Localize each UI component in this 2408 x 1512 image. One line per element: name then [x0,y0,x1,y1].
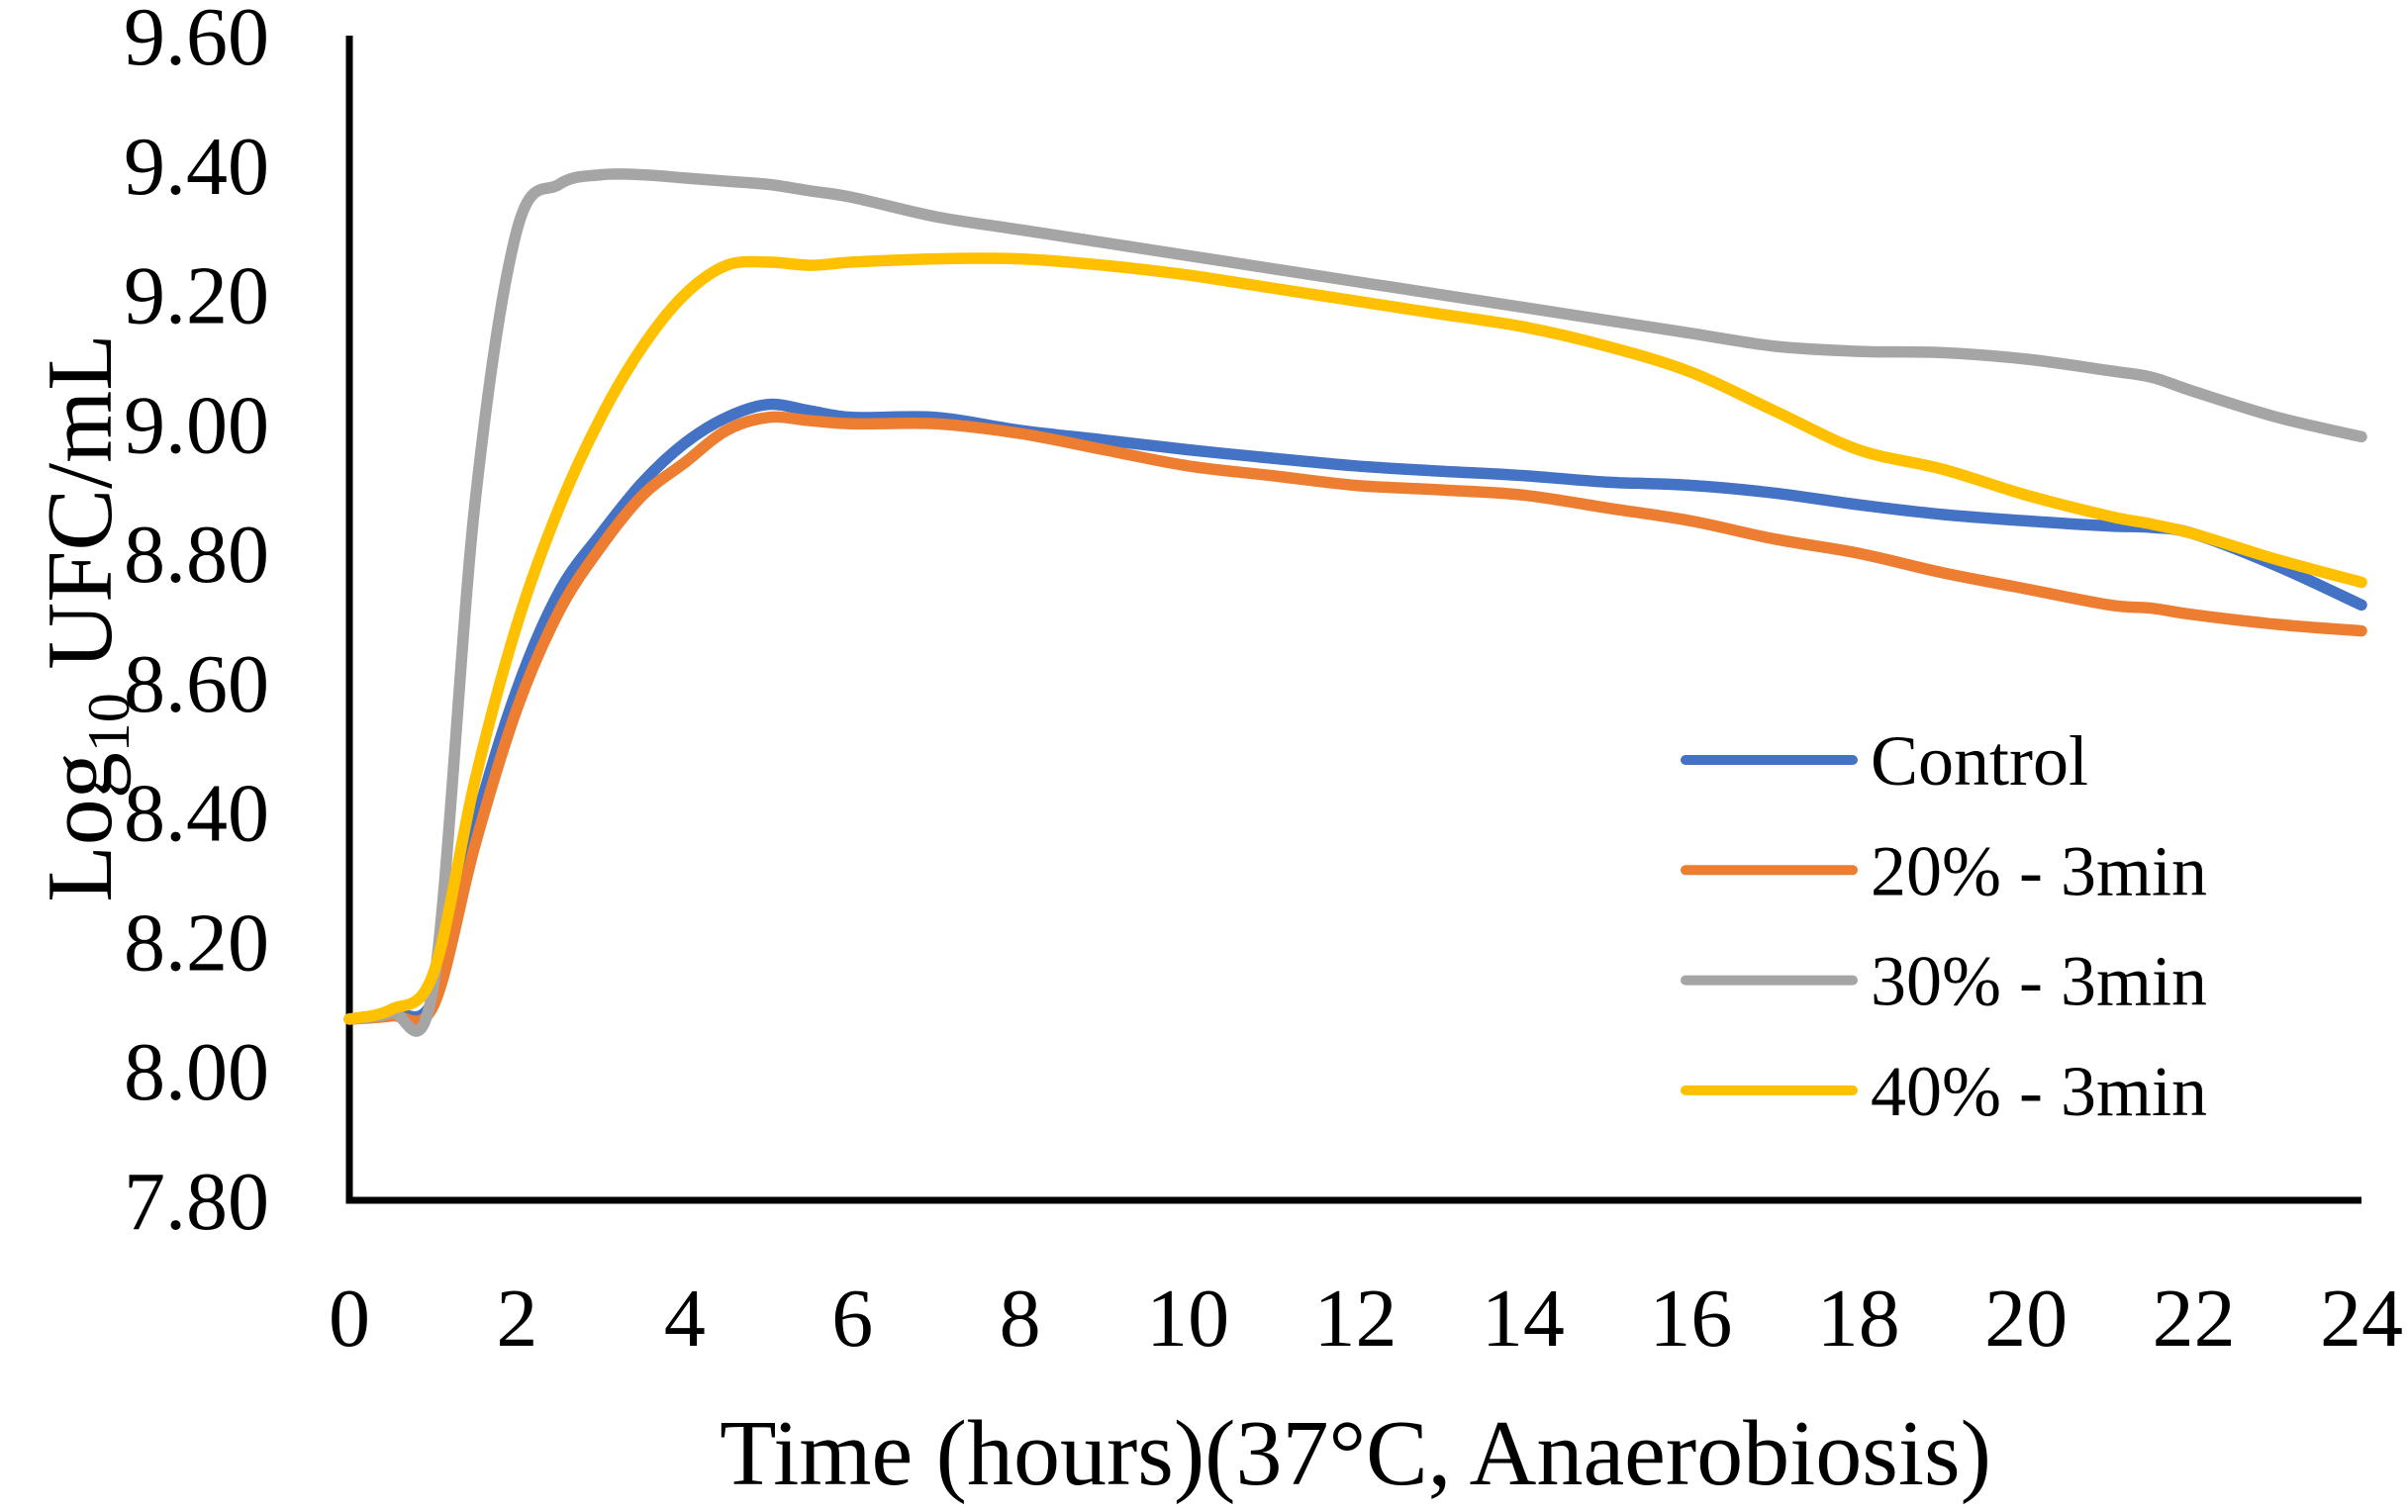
y-axis-title: Log10 UFC/mL [29,333,142,901]
x-tick-label: 2 [496,1273,537,1365]
legend: Control 20% - 3min 30% - 3min 40% - 3min [1681,721,2207,1131]
x-tick-label: 20 [1984,1273,2068,1365]
y-tick-label: 7.80 [124,1156,269,1248]
x-tick-label: 8 [1000,1273,1041,1365]
legend-label-40-3min: 40% - 3min [1871,1052,2207,1131]
x-axis-title: Time (hours)(37°C, Anaerobiosis) [720,1402,1991,1505]
legend-item-20-3min: 20% - 3min [1681,831,2207,910]
x-tick-label: 10 [1146,1273,1229,1365]
legend-label-30-3min: 30% - 3min [1871,942,2207,1021]
x-tick-label: 0 [329,1273,370,1365]
x-tick-label: 18 [1817,1273,1900,1365]
y-tick-label: 8.40 [124,768,269,860]
x-tick-label: 4 [664,1273,706,1365]
x-tick-label: 16 [1649,1273,1732,1365]
y-tick-label: 9.20 [124,250,269,342]
y-tick-label: 8.60 [124,638,269,730]
y-tick-label: 8.20 [124,897,269,989]
y-tick-label: 9.40 [124,121,269,213]
legend-label-20-3min: 20% - 3min [1871,831,2207,910]
series-line-40-3min [343,252,2367,1025]
legend-item-40-3min: 40% - 3min [1681,1052,2207,1131]
y-axis-tick-labels: 9.60 9.40 9.20 9.00 8.80 8.60 8.40 8.20 8.00 7.80 [124,0,269,1248]
series-line-20-3min [343,411,2367,1027]
y-tick-label: 8.00 [124,1026,269,1118]
x-tick-label: 12 [1314,1273,1397,1365]
x-tick-label: 6 [831,1273,873,1365]
legend-item-30-3min: 30% - 3min [1681,942,2207,1021]
x-tick-label: 22 [2153,1273,2236,1365]
series-line-30-3min [343,167,2367,1037]
y-tick-label: 9.60 [124,0,269,83]
x-axis-tick-labels: 0 2 4 6 8 10 12 14 16 18 20 22 24 [329,1273,2403,1365]
y-axis-title-text: Log10 UFC/mL [29,333,142,901]
x-tick-label: 14 [1482,1273,1565,1365]
y-tick-label: 8.80 [124,509,269,601]
series-line-control [343,398,2367,1025]
legend-item-control: Control [1681,721,2088,801]
y-tick-label: 9.00 [124,379,269,471]
x-tick-label: 24 [2320,1273,2403,1365]
legend-label-control: Control [1871,721,2088,801]
